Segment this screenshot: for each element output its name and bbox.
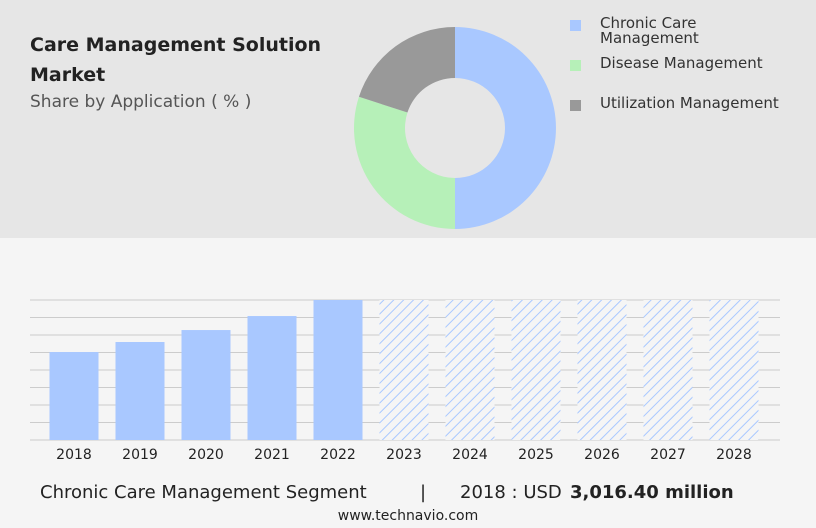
forecast-placeholder: [643, 300, 693, 440]
forecast-placeholder: [445, 300, 495, 440]
donut-slice: [358, 27, 455, 113]
x-tick-label: 2021: [254, 447, 290, 463]
legend-item: Chronic Care Management: [570, 16, 810, 56]
x-tick-label: 2026: [584, 447, 620, 463]
x-tick-label: 2019: [122, 447, 158, 463]
x-tick-label: 2023: [386, 447, 422, 463]
legend-swatch: [570, 20, 581, 31]
x-tick-label: 2027: [650, 447, 686, 463]
forecast-placeholder: [511, 300, 561, 440]
footer-year: 2018 : USD: [460, 482, 562, 503]
donut-slice: [353, 96, 455, 230]
legend-label: Chronic Care Management: [600, 14, 699, 47]
chart-title: Care Management Solution Market: [30, 34, 322, 86]
donut-slice: [455, 27, 556, 229]
x-tick-label: 2020: [188, 447, 224, 463]
footer-segment: Chronic Care Management Segment: [40, 482, 367, 503]
x-tick-label: 2028: [716, 447, 752, 463]
bar: [181, 330, 231, 440]
legend-swatch: [570, 60, 581, 71]
legend-label: Disease Management: [600, 54, 763, 72]
x-tick-label: 2022: [320, 447, 356, 463]
forecast-placeholder: [709, 300, 759, 440]
footer-separator: |: [420, 482, 427, 503]
legend-swatch: [570, 100, 581, 111]
forecast-placeholder: [577, 300, 627, 440]
legend-label: Utilization Management: [600, 94, 779, 112]
legend: Chronic Care Management Disease Managemen…: [570, 16, 810, 136]
bar: [313, 300, 363, 440]
x-tick-label: 2025: [518, 447, 554, 463]
chart-subtitle: Share by Application ( % ): [30, 92, 252, 112]
legend-item: Disease Management: [570, 56, 810, 96]
x-tick-label: 2018: [56, 447, 92, 463]
source: www.technavio.com: [337, 508, 479, 524]
x-tick-label: 2024: [452, 447, 488, 463]
bar: [247, 316, 297, 440]
forecast-placeholder: [379, 300, 429, 440]
legend-item: Utilization Management: [570, 96, 810, 136]
footer-value: 3,016.40 million: [570, 482, 734, 503]
bar: [49, 352, 99, 440]
bar: [115, 342, 165, 440]
